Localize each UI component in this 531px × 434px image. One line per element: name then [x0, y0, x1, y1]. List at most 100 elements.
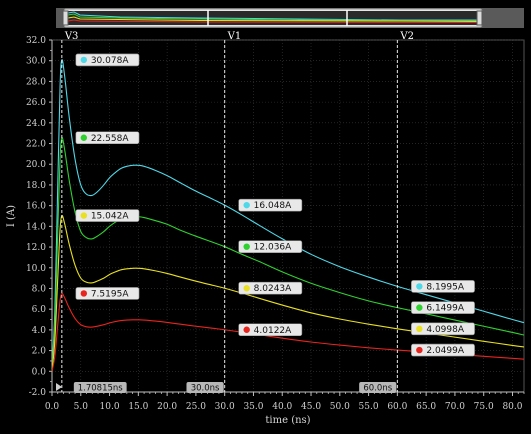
plot-cursors[interactable]: V3 1.70815ns V1 30.0ns V2 60.0ns [56, 31, 414, 394]
marker-value: 6.1499A [426, 304, 464, 314]
y-tick-label: 24.0 [26, 119, 46, 129]
y-tick-label: -2.0 [29, 388, 47, 398]
cursor-name-v2: V2 [399, 31, 414, 42]
x-tick-label: 55.0 [359, 402, 379, 412]
x-tick-label: 45.0 [301, 402, 321, 412]
cursor-name-v3: V3 [64, 31, 79, 42]
y-tick-label: 30.0 [26, 57, 46, 67]
series-line-1 [51, 137, 525, 372]
marker-value: 8.0243A [254, 284, 292, 294]
cursor-time-label-v1: 30.0ns [191, 384, 220, 394]
cursor-handle-icon[interactable] [56, 383, 62, 391]
x-tick-label: 70.0 [445, 402, 465, 412]
x-tick-label: 10.0 [100, 402, 120, 412]
x-tick-label: 65.0 [416, 402, 436, 412]
marker-value: 16.048A [254, 201, 292, 211]
marker-value: 4.0122A [254, 326, 292, 336]
marker-dot [80, 212, 88, 219]
marker-dot [416, 346, 423, 354]
y-tick-label: 22.0 [26, 140, 46, 150]
marker-box [238, 281, 303, 295]
marker-value: 22.558A [91, 134, 129, 144]
marker-box [75, 53, 140, 67]
marker-box [75, 287, 140, 300]
y-tick-label: 18.0 [26, 181, 46, 191]
marker-box [411, 280, 475, 293]
overview-trace-yellow [67, 16, 479, 22]
y-tick-label: 2.0 [32, 347, 47, 357]
marker-dot [416, 325, 423, 333]
x-tick-label: 20.0 [157, 402, 177, 412]
plot-markers: 30.078A 22.558A 15.042A 7.5195A 16.048A 12.03… [75, 53, 475, 357]
x-tick-label: 80.0 [502, 402, 522, 412]
marker-box [75, 209, 140, 222]
x-tick-label: 75.0 [474, 402, 494, 412]
y-tick-label: 20.0 [26, 160, 46, 170]
overview-trace-red [67, 19, 479, 23]
marker-box [411, 301, 475, 314]
marker-value: 30.078A [91, 56, 129, 66]
x-tick-label: 30.0 [215, 402, 235, 412]
plot-series [51, 59, 525, 372]
x-tick-label: 35.0 [243, 402, 263, 412]
x-tick-label: 5.0 [74, 402, 89, 412]
marker-value: 7.5195A [91, 289, 129, 299]
y-tick-label: 12.0 [26, 243, 46, 253]
marker-value: 4.0998A [426, 325, 464, 335]
marker-value: 2.0499A [426, 346, 464, 356]
marker-dot [243, 326, 250, 333]
marker-value: 8.1995A [426, 282, 464, 292]
marker-dot [80, 290, 88, 297]
cursor-time-label-v3: 1.70815ns [78, 384, 124, 394]
cursor-name-v1: V1 [227, 31, 242, 42]
marker-value: 15.042A [91, 212, 129, 222]
slider-handle-right-icon[interactable] [476, 10, 483, 26]
marker-box [238, 198, 303, 212]
y-tick-label: 16.0 [26, 202, 46, 212]
marker-dot [243, 201, 250, 209]
x-axis-label: time (ns) [265, 415, 310, 426]
cursor-time-box-v3[interactable] [73, 382, 127, 393]
marker-dot [80, 134, 88, 141]
x-tick-label: 0.0 [45, 402, 60, 412]
marker-dot [243, 243, 250, 250]
overview-trace-cyan [67, 11, 478, 21]
y-tick-label: 4.0 [32, 326, 47, 336]
marker-dot [80, 56, 88, 64]
y-axis-label: I (A) [6, 205, 17, 227]
marker-value: 12.036A [254, 243, 292, 253]
x-tick-label: 50.0 [330, 402, 350, 412]
slider-handle-left-icon[interactable] [62, 10, 69, 26]
marker-box [411, 343, 475, 357]
marker-box [238, 323, 303, 337]
series-line-0 [51, 59, 525, 372]
x-tick-label: 25.0 [186, 402, 206, 412]
y-tick-label: 26.0 [26, 98, 46, 108]
y-tick-label: 14.0 [26, 222, 46, 232]
marker-box [238, 240, 303, 253]
x-tick-label: 60.0 [387, 402, 407, 412]
marker-box [411, 322, 475, 336]
y-tick-label: 0.0 [32, 367, 47, 377]
overview-bar[interactable] [56, 8, 524, 28]
x-tick-label: 40.0 [272, 402, 292, 412]
marker-dot [243, 285, 250, 292]
y-tick-label: 32.0 [26, 36, 46, 46]
x-tick-label: 15.0 [128, 402, 148, 412]
cursor-time-label-v2: 60.0ns [363, 384, 392, 394]
y-tick-label: 10.0 [26, 264, 46, 274]
y-tick-label: 28.0 [26, 77, 46, 87]
y-tick-label: 8.0 [32, 284, 47, 294]
plot-axes: -2.0 0.0 2.0 4.0 6.0 8.0 10.0 12.0 14.0 16.0 18.0 2… [26, 36, 525, 412]
y-tick-label: 6.0 [32, 305, 47, 315]
marker-dot [416, 283, 423, 290]
marker-dot [416, 304, 423, 311]
cursor-time-box-v2[interactable] [359, 382, 397, 393]
cursor-time-box-v1[interactable] [186, 382, 224, 393]
marker-box [75, 131, 140, 145]
series-line-3 [51, 292, 525, 372]
series-line-2 [51, 214, 525, 372]
overview-trace-green [67, 13, 479, 22]
